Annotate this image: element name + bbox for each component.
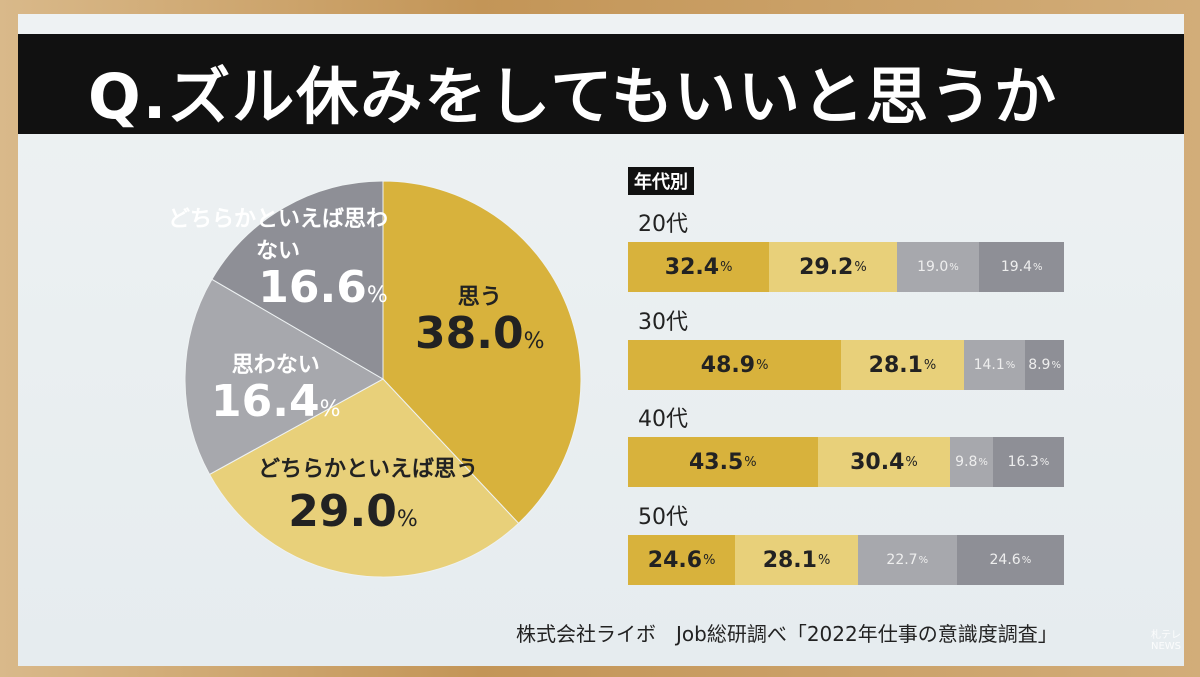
pie-slice-unit: %: [319, 397, 341, 422]
bar-value-label: 24.6: [989, 552, 1021, 568]
bar-value-label: 29.2: [799, 254, 854, 280]
pie-label-omowanai: 思わない 16.4%: [211, 347, 340, 433]
bar-value-label: 32.4: [664, 254, 720, 280]
bar-value-label: 48.9: [700, 352, 756, 378]
age-label-1: 30代: [638, 310, 688, 335]
pie-slice-value: 16.4: [211, 376, 320, 427]
pie-slice-unit: %: [396, 507, 418, 532]
bar-value-label: 9.8: [955, 454, 978, 470]
bar-segment: 43.5%: [628, 437, 818, 487]
pie-slice-3: [211, 180, 384, 380]
bar-value-label: 30.4: [850, 449, 905, 475]
pie-slice-unit: %: [366, 283, 388, 308]
bar-segment: 19.0%: [896, 242, 980, 292]
bar-value-label: 22.7: [886, 552, 918, 568]
pie-label-dochiraka-omowanai: どちらかといえば思わない 16.6%: [168, 201, 388, 319]
bar-value-unit: %: [720, 259, 733, 275]
bar-segment: 16.3%: [992, 437, 1064, 487]
bar-value-unit: %: [1039, 456, 1050, 468]
bar-value-unit: %: [744, 454, 757, 470]
bar-row-2: 43.5% 30.4% 9.8% 16.3%: [628, 437, 1064, 487]
pie-slice-label: どちらかといえば思わない: [168, 207, 389, 264]
bar-value-label: 14.1: [973, 357, 1005, 373]
bar-row-1: 48.9% 28.1% 14.1% 8.9%: [628, 340, 1064, 390]
pie-slice-label: 思わない: [231, 353, 320, 378]
bar-value-unit: %: [703, 552, 716, 568]
channel-logo: 札テレ NEWS: [1150, 630, 1182, 652]
age-label-2: 40代: [638, 407, 688, 432]
pie-label-dochiraka-omou: どちらかといえば思う 29.0%: [253, 451, 478, 543]
bar-segment: 28.1%: [735, 535, 858, 585]
bar-value-unit: %: [905, 454, 918, 470]
bar-value-label: 28.1: [762, 547, 817, 573]
pie-chart: 思う 38.0% どちらかといえば思う 29.0% 思わない 16.4% どちら…: [168, 179, 583, 579]
bar-value-unit: %: [1005, 359, 1016, 371]
bar-value-label: 19.0: [917, 259, 949, 275]
pie-slice-0: [382, 180, 582, 525]
bar-value-label: 19.4: [1000, 259, 1032, 275]
bar-segment: 29.2%: [769, 242, 897, 292]
bar-value-label: 24.6: [647, 547, 703, 573]
bar-value-unit: %: [817, 552, 831, 568]
bar-segment: 28.1%: [841, 340, 964, 390]
pie-slice-1: [208, 378, 520, 578]
bar-segment: 32.4%: [628, 242, 770, 292]
bar-value-unit: %: [1032, 261, 1043, 273]
pie-slice-unit: %: [523, 329, 545, 354]
bar-segment: 19.4%: [979, 242, 1064, 292]
bar-value-label: 16.3: [1007, 454, 1039, 470]
age-label-3: 50代: [638, 505, 688, 530]
page-title: Q.ズル休みをしてもいいと思うか: [88, 60, 1059, 133]
bar-segment: 8.9%: [1025, 340, 1064, 390]
pie-slice-2: [184, 278, 385, 476]
bar-segment: 22.7%: [857, 535, 957, 585]
source-credit: 株式会社ライボ Job総研調べ「2022年仕事の意識度調査」: [516, 622, 1058, 646]
bar-value-label: 28.1: [868, 352, 923, 378]
bar-segment: 14.1%: [963, 340, 1026, 390]
bar-value-unit: %: [978, 456, 988, 468]
bar-segment: 9.8%: [950, 437, 993, 487]
bar-segment: 48.9%: [628, 340, 842, 390]
pie-slice-value: 38.0: [415, 308, 524, 359]
bar-row-3: 24.6% 28.1% 22.7% 24.6%: [628, 535, 1064, 585]
pie-slice-label: どちらかといえば思う: [257, 457, 478, 482]
bar-value-unit: %: [1051, 359, 1061, 371]
pie-slice-value: 16.6: [258, 262, 367, 313]
bar-segment: 30.4%: [817, 437, 951, 487]
bar-value-unit: %: [1021, 554, 1032, 566]
bar-value-unit: %: [949, 261, 959, 273]
bar-value-unit: %: [923, 357, 937, 373]
chart-panel: Q.ズル休みをしてもいいと思うか 思う 38.0% どちらかといえば思う 29.…: [18, 14, 1184, 666]
bar-value-unit: %: [854, 259, 867, 275]
bar-value-label: 43.5: [689, 449, 744, 475]
pie-slice-value: 29.0: [288, 486, 397, 537]
bar-value-label: 8.9: [1028, 357, 1051, 373]
bar-segment: 24.6%: [628, 535, 736, 585]
age-label-0: 20代: [638, 212, 688, 237]
pie-svg: [184, 180, 582, 578]
pie-slice-label: 思う: [457, 285, 502, 310]
pie-label-omou: 思う 38.0%: [415, 279, 544, 365]
bar-row-0: 32.4% 29.2% 19.0% 19.4%: [628, 242, 1064, 292]
age-section-heading: 年代別: [628, 167, 694, 195]
bar-segment: 24.6%: [956, 535, 1064, 585]
bar-value-unit: %: [918, 554, 929, 566]
bar-value-unit: %: [756, 357, 769, 373]
title-bar: Q.ズル休みをしてもいいと思うか: [18, 34, 1184, 134]
